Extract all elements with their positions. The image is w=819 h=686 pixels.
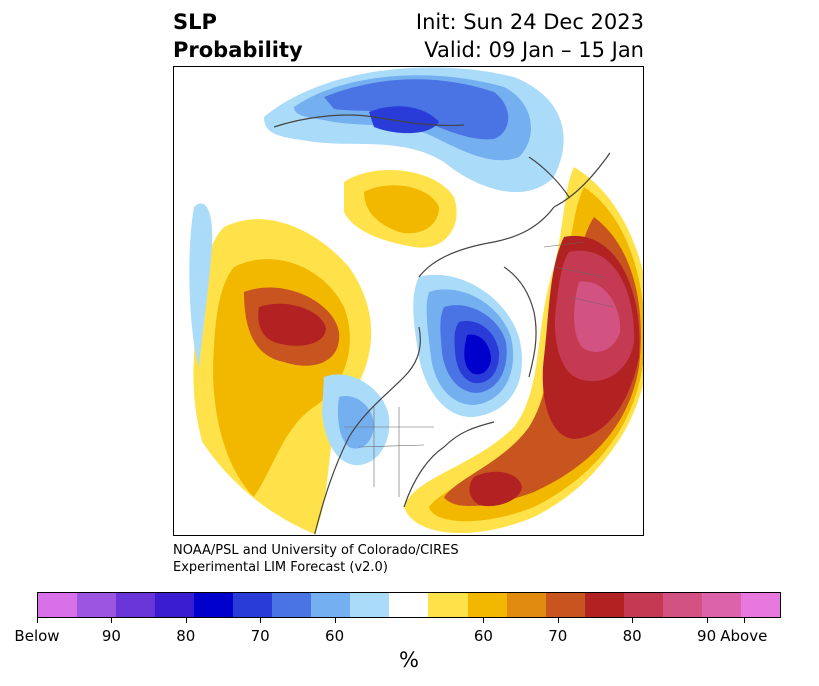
west-us-below-70 — [337, 396, 374, 449]
colorbar-tick-mark — [111, 618, 113, 623]
arctic-below-90 — [369, 106, 439, 134]
colorbar-cell — [194, 593, 234, 617]
colorbar-tick-mark — [37, 618, 38, 623]
colorbar-tick-mark — [185, 618, 187, 623]
probability-map-svg — [189, 67, 643, 535]
colorbar-cell — [155, 593, 195, 617]
colorbar-tick-label: Below — [14, 627, 60, 645]
credit-line-1: NOAA/PSL and University of Colorado/CIRE… — [173, 543, 459, 558]
colorbar-cell — [428, 593, 468, 617]
atlantic-above-south — [469, 471, 522, 507]
colorbar-cell — [506, 593, 546, 617]
colorbar-tick-mark — [483, 618, 485, 623]
colorbar-cell — [389, 593, 429, 617]
chart-title: SLP Probability — [173, 8, 303, 64]
colorbar-cell — [350, 593, 390, 617]
colorbar-tick-mark — [260, 618, 262, 623]
colorbar-cell — [38, 593, 78, 617]
coastlines — [273, 114, 615, 535]
borders — [344, 241, 615, 497]
credit-text: NOAA/PSL and University of Colorado/CIRE… — [173, 542, 459, 576]
arctic-above-70 — [364, 185, 439, 234]
colorbar-cell — [233, 593, 273, 617]
pacific-above-90 — [258, 303, 326, 346]
title-subtitle: Probability — [173, 38, 303, 62]
colorbar-tick-label: 60 — [325, 627, 345, 645]
colorbar-tick-label: 60 — [473, 627, 493, 645]
colorbar-cell — [662, 593, 702, 617]
colorbar-cell — [545, 593, 585, 617]
hudson-below-max — [464, 334, 491, 375]
colorbar-tick-label: 90 — [101, 627, 121, 645]
colorbar-tick-label: 70 — [548, 627, 568, 645]
colorbar-tick-label: 90 — [697, 627, 717, 645]
forecast-dates: Init: Sun 24 Dec 2023 Valid: 09 Jan – 15… — [416, 8, 644, 64]
colorbar-tick-mark — [334, 618, 336, 623]
colorbar-tick-label: 70 — [250, 627, 270, 645]
colorbar-tick-mark — [706, 618, 708, 623]
title-variable: SLP — [173, 10, 217, 34]
colorbar-cell — [116, 593, 156, 617]
colorbar-cell — [77, 593, 117, 617]
colorbar-cell — [584, 593, 624, 617]
colorbar-cell — [467, 593, 507, 617]
colorbar-tick-label: 80 — [622, 627, 642, 645]
pacific-below-edge — [189, 203, 213, 367]
colorbar-cell — [740, 593, 780, 617]
colorbar-tick-label: 80 — [176, 627, 196, 645]
credit-line-2: Experimental LIM Forecast (v2.0) — [173, 560, 388, 575]
colorbar-cell — [701, 593, 741, 617]
colorbar-tick-mark — [557, 618, 559, 623]
colorbar-tick-label: Above — [720, 627, 768, 645]
colorbar — [37, 592, 781, 618]
colorbar-cell — [311, 593, 351, 617]
colorbar-cell — [272, 593, 312, 617]
init-date: Init: Sun 24 Dec 2023 — [415, 10, 644, 34]
europe-above-max — [574, 281, 621, 352]
colorbar-cell — [623, 593, 663, 617]
colorbar-tick-mark — [632, 618, 634, 623]
colorbar-unit: % — [399, 648, 419, 672]
valid-range: Valid: 09 Jan – 15 Jan — [424, 38, 644, 62]
forecast-map — [173, 66, 644, 536]
colorbar-tick-mark — [743, 618, 745, 623]
